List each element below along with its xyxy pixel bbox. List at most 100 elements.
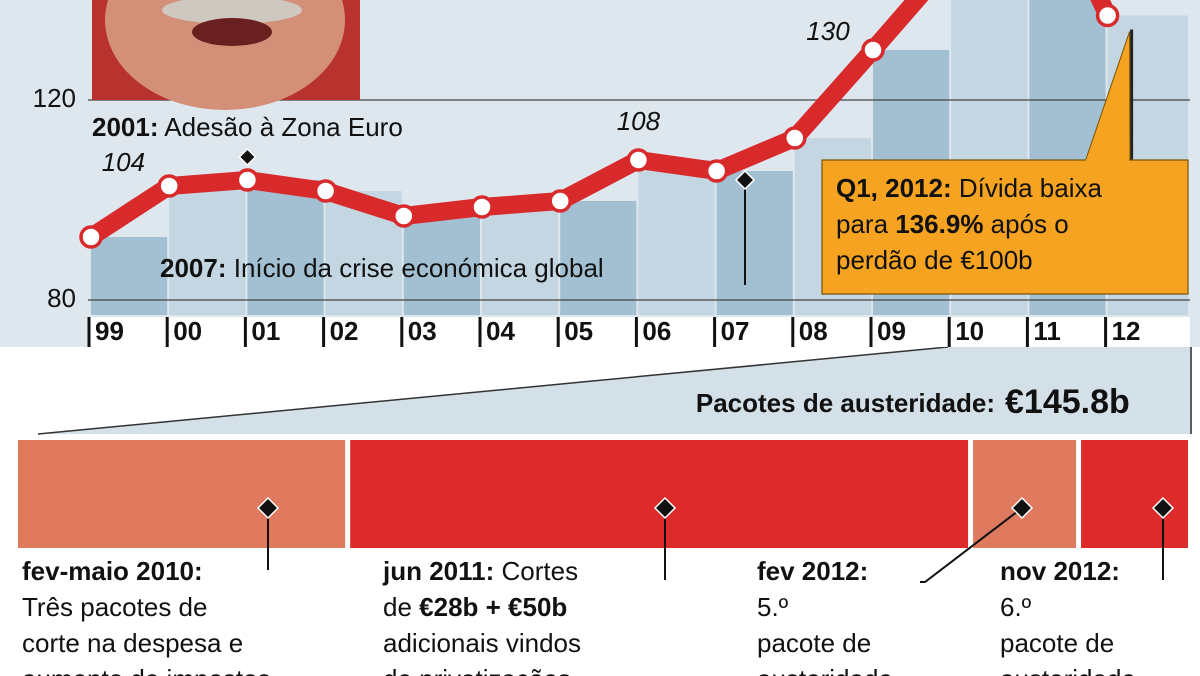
- marker-diamond: [653, 496, 677, 520]
- y-tick-label: 80: [47, 283, 76, 313]
- x-tick-label: 02: [330, 316, 359, 346]
- x-tick-label: 99: [95, 316, 124, 346]
- column: [247, 180, 324, 315]
- callout-pointer-join: [1086, 159, 1129, 162]
- column: [560, 201, 637, 315]
- value-label: 130: [806, 16, 850, 46]
- annotation: 2001: Adesão à Zona Euro: [92, 112, 403, 142]
- note-line: jun 2011: Cortes: [382, 556, 578, 586]
- marker-diamond: [256, 496, 280, 520]
- data-point: [1095, 3, 1120, 28]
- text-run: pacote de: [1000, 628, 1114, 658]
- marker-diamond: [1151, 496, 1175, 520]
- note-line: de privatizações: [383, 664, 571, 676]
- text-run: Três pacotes de: [22, 592, 207, 622]
- callout-line: perdão de €100b: [836, 245, 1033, 275]
- x-tick-label: 08: [799, 316, 828, 346]
- bold-run: nov 2012:: [1000, 556, 1120, 586]
- note-line: austeridade: [757, 664, 893, 676]
- text-run: 5.º: [757, 592, 789, 622]
- note-line: pacote de: [1000, 628, 1114, 658]
- total-label: €145.8b: [1005, 383, 1130, 421]
- note-line: aumento de impostos: [22, 664, 271, 676]
- text-run: Dívida baixa: [952, 173, 1103, 203]
- note-line: 6.º: [1000, 592, 1032, 622]
- column: [716, 171, 793, 315]
- bold-run: 2001:: [92, 112, 159, 142]
- marker-diamond: [734, 169, 756, 191]
- text-run: austeridade: [1000, 664, 1136, 676]
- bold-run: Q1, 2012:: [836, 173, 952, 203]
- bold-run: jun 2011:: [382, 556, 494, 586]
- x-tick-label: 03: [408, 316, 437, 346]
- x-tick-label: 00: [173, 316, 202, 346]
- bold-run: fev-maio 2010:: [22, 556, 203, 586]
- note-line: pacote de: [757, 628, 871, 658]
- text-run: de: [383, 592, 419, 622]
- note-line: austeridade: [1000, 664, 1136, 676]
- note-line: corte na despesa e: [22, 628, 243, 658]
- text-run: adicionais vindos: [383, 628, 581, 658]
- segment: [350, 440, 969, 548]
- data-point: [157, 174, 181, 198]
- text-run: Cortes: [494, 556, 578, 586]
- debt-line: [86, 0, 1116, 245]
- column: [403, 216, 480, 315]
- note-line: Três pacotes de: [22, 592, 207, 622]
- value-label: 104: [102, 147, 145, 177]
- bold-run: 2007:: [160, 253, 227, 283]
- zoom-band: [38, 347, 1192, 434]
- chart-title: Pacotes de austeridade:: [696, 388, 995, 418]
- photo: [92, 0, 360, 110]
- callout-box: [821, 159, 1189, 295]
- text-run: Início da crise económica global: [227, 253, 604, 283]
- text-run: perdão de €100b: [836, 245, 1033, 275]
- zoom-edge: [37, 346, 949, 435]
- x-tick-label: 01: [251, 316, 280, 346]
- pointer-line: [920, 507, 1023, 583]
- note-line: fev-maio 2010:: [22, 556, 203, 586]
- data-point: [392, 204, 416, 228]
- y-tick-label: 120: [33, 83, 76, 113]
- data-point: [783, 126, 807, 150]
- text-run: corte na despesa e: [22, 628, 243, 658]
- segment: [973, 440, 1077, 548]
- note-line: de €28b + €50b: [383, 592, 567, 622]
- marker-diamond: [1010, 496, 1034, 520]
- marker-diamond: [238, 147, 257, 167]
- note-line: 5.º: [757, 592, 789, 622]
- column: [91, 237, 168, 315]
- data-point: [79, 225, 103, 249]
- column: [638, 160, 715, 315]
- callout-line: Q1, 2012: Dívida baixa: [836, 173, 1102, 203]
- callout-line: para 136.9% após o: [836, 209, 1069, 239]
- text-run: austeridade: [757, 664, 893, 676]
- data-point: [313, 179, 338, 203]
- text-run: pacote de: [757, 628, 871, 658]
- x-tick-label: 10: [955, 316, 984, 346]
- note-line: adicionais vindos: [383, 628, 581, 658]
- annotations: 2001: Adesão à Zona Euro 2007: Início da …: [92, 29, 1189, 295]
- note-line: nov 2012:: [1000, 556, 1120, 586]
- text-run: após o: [983, 209, 1068, 239]
- data-point: [704, 159, 729, 183]
- data-point: [548, 189, 572, 213]
- bold-run: fev 2012:: [757, 556, 868, 586]
- x-tick-label: 05: [564, 316, 593, 346]
- text-run: Adesão à Zona Euro: [159, 112, 403, 142]
- segment: [1081, 440, 1188, 548]
- austerity-chart: Pacotes de austeridade: €145.8b fev-maio 2…: [18, 383, 1188, 676]
- data-point: [470, 195, 494, 219]
- segment: [18, 440, 346, 548]
- x-tick-label: 04: [486, 316, 515, 346]
- data-point: [626, 148, 651, 172]
- column: [482, 207, 559, 315]
- x-axis-strip: [88, 317, 1190, 347]
- note-line: fev 2012:: [757, 556, 868, 586]
- x-tick-label: 07: [721, 316, 750, 346]
- value-label: 108: [617, 106, 661, 136]
- x-tick-label: 12: [1112, 316, 1141, 346]
- x-tick-label: 09: [877, 316, 906, 346]
